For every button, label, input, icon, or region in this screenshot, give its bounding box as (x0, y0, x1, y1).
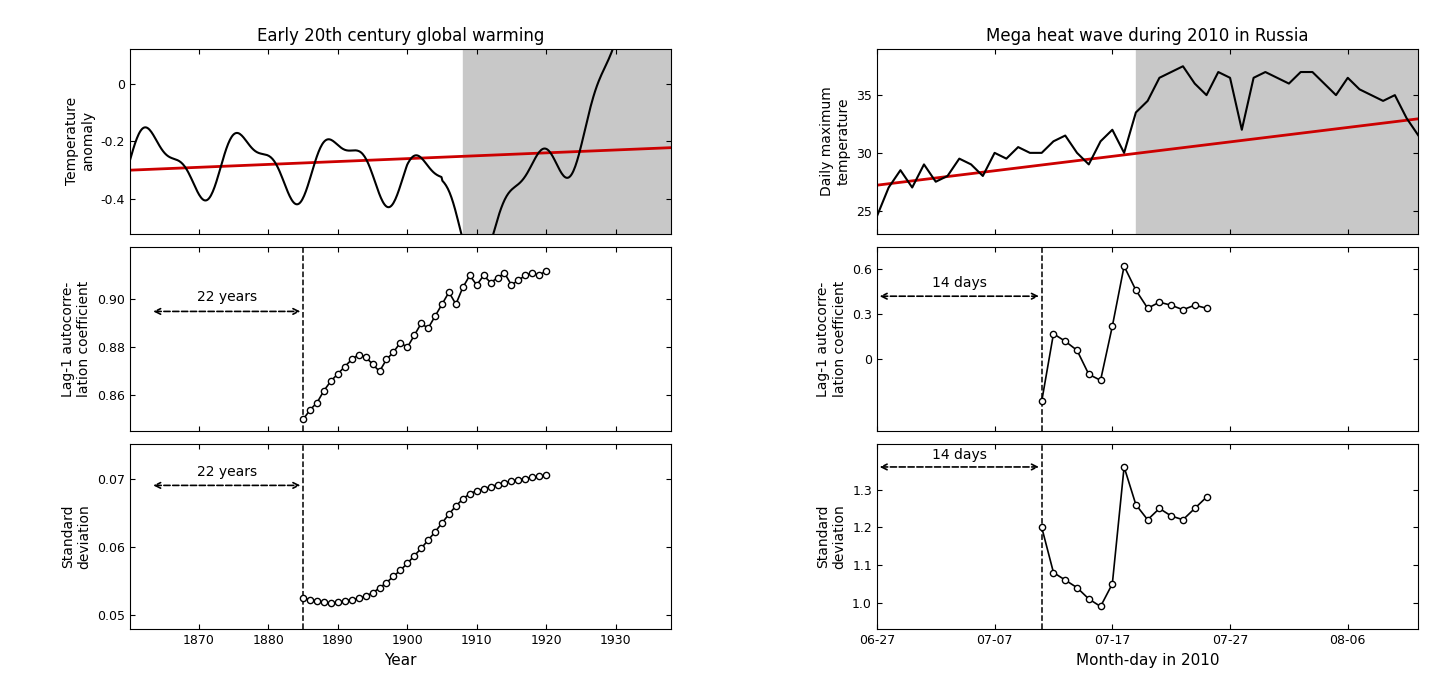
Bar (1136, 49, 1418, 233)
Text: 22 years: 22 years (197, 290, 256, 304)
X-axis label: Year: Year (384, 653, 416, 668)
Text: 22 years: 22 years (197, 465, 256, 479)
X-axis label: Month-day in 2010: Month-day in 2010 (1076, 653, 1220, 668)
Y-axis label: Lag-1 autocorre-
lation coefficient: Lag-1 autocorre- lation coefficient (60, 281, 91, 397)
Y-axis label: Standard
deviation: Standard deviation (816, 505, 847, 569)
Text: 14 days: 14 days (932, 276, 986, 290)
Title: Early 20th century global warming: Early 20th century global warming (256, 27, 544, 45)
Y-axis label: Temperature
anomaly: Temperature anomaly (65, 97, 95, 185)
Y-axis label: Daily maximum
temperature: Daily maximum temperature (821, 87, 851, 196)
Bar (462, 49, 685, 233)
Title: Mega heat wave during 2010 in Russia: Mega heat wave during 2010 in Russia (986, 27, 1309, 45)
Y-axis label: Standard
deviation: Standard deviation (60, 505, 91, 569)
Text: 14 days: 14 days (932, 449, 986, 463)
Y-axis label: Lag-1 autocorre-
lation coefficient: Lag-1 autocorre- lation coefficient (816, 281, 847, 397)
